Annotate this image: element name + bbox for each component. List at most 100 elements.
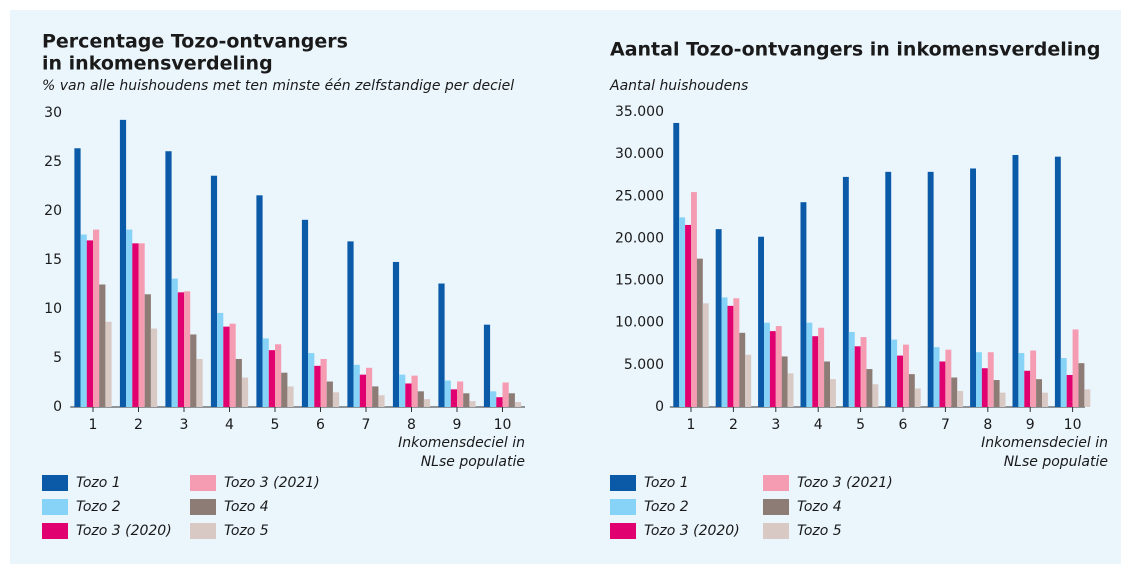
y-tick-label: 20.000 xyxy=(615,230,664,246)
bar xyxy=(347,241,354,407)
bar xyxy=(463,393,470,407)
bar xyxy=(1060,358,1067,407)
bar xyxy=(764,322,770,407)
bar xyxy=(891,339,898,407)
x-tick-label: 3 xyxy=(771,417,780,433)
bar xyxy=(927,171,934,407)
bar xyxy=(119,119,127,408)
bar xyxy=(981,368,988,407)
chart-title: in inkomensverdeling xyxy=(42,53,273,75)
legend-swatch xyxy=(42,523,68,539)
bar xyxy=(818,327,825,407)
bar xyxy=(903,344,909,407)
bar xyxy=(144,294,151,407)
x-axis-label: Inkomensdeciel in xyxy=(981,435,1108,451)
bar xyxy=(332,392,340,407)
bar xyxy=(223,326,230,407)
bar xyxy=(1012,154,1019,407)
bar xyxy=(210,175,218,407)
bar xyxy=(673,122,680,407)
bar xyxy=(860,337,867,407)
bar xyxy=(999,392,1006,407)
bar xyxy=(423,399,431,407)
y-tick-label: 30 xyxy=(44,105,62,121)
bar xyxy=(268,350,275,407)
bar xyxy=(691,192,697,407)
bar xyxy=(733,298,740,407)
bar xyxy=(275,344,282,407)
bar xyxy=(378,395,385,407)
bar xyxy=(939,361,946,407)
bar xyxy=(308,353,315,407)
bar xyxy=(1078,363,1085,407)
bar xyxy=(229,323,236,407)
y-tick-label: 20 xyxy=(44,203,62,219)
bar xyxy=(320,358,327,407)
bar xyxy=(165,151,172,407)
legend-swatch xyxy=(763,523,789,539)
y-tick-label: 0 xyxy=(655,399,664,415)
chart-title: Aantal Tozo-ontvangers in inkomensverdel… xyxy=(610,39,1100,61)
bar xyxy=(897,355,903,407)
y-tick-label: 25.000 xyxy=(615,188,664,204)
legend-label: Tozo 2 xyxy=(644,499,689,515)
x-axis-label: Inkomensdeciel in xyxy=(398,435,525,451)
bar xyxy=(287,386,294,407)
bar xyxy=(970,168,976,407)
legend-swatch xyxy=(610,523,636,539)
legend-label: Tozo 3 (2020) xyxy=(644,523,740,539)
bar xyxy=(1084,389,1091,407)
legend-label: Tozo 4 xyxy=(224,499,269,515)
bar xyxy=(405,383,412,407)
bar xyxy=(854,346,861,407)
x-tick-label: 8 xyxy=(407,417,416,433)
bar xyxy=(353,364,360,407)
legend-swatch xyxy=(42,475,68,491)
bar xyxy=(957,390,964,407)
bar xyxy=(993,380,1000,407)
x-tick-label: 9 xyxy=(1026,417,1035,433)
chart-title: Percentage Tozo-ontvangers xyxy=(42,31,348,53)
x-tick-label: 3 xyxy=(180,417,189,433)
bar xyxy=(769,331,776,407)
x-axis-label: NLse populatie xyxy=(421,454,525,470)
legend-label: Tozo 5 xyxy=(224,523,269,539)
bar xyxy=(411,375,418,407)
bar xyxy=(945,349,952,407)
bar xyxy=(417,391,424,407)
bar xyxy=(359,374,366,407)
x-tick-label: 6 xyxy=(316,417,325,433)
legend-label: Tozo 4 xyxy=(797,499,842,515)
legend-label: Tozo 3 (2020) xyxy=(76,523,172,539)
bar xyxy=(256,195,263,407)
y-tick-label: 15.000 xyxy=(615,273,664,289)
bar xyxy=(848,331,855,407)
legend-swatch xyxy=(763,475,789,491)
bar xyxy=(469,401,476,407)
y-tick-label: 35.000 xyxy=(615,104,664,120)
chart-subtitle: % van alle huishoudens met ten minste éé… xyxy=(42,78,514,94)
bar xyxy=(1066,374,1073,407)
bar xyxy=(314,365,321,407)
bar xyxy=(281,372,288,407)
x-tick-label: 4 xyxy=(814,417,823,433)
bar xyxy=(301,219,309,407)
legend-label: Tozo 1 xyxy=(644,475,689,491)
bar xyxy=(987,352,994,407)
bar xyxy=(914,388,921,407)
x-tick-label: 5 xyxy=(271,417,280,433)
bar xyxy=(715,229,722,407)
bar xyxy=(745,354,752,407)
x-tick-label: 7 xyxy=(941,417,950,433)
bar xyxy=(806,322,813,407)
legend-label: Tozo 2 xyxy=(76,499,121,515)
panel xyxy=(10,10,1121,564)
bar xyxy=(702,303,709,407)
chart-subtitle: Aantal huishoudens xyxy=(609,78,748,94)
bar xyxy=(824,361,830,407)
bar xyxy=(444,380,451,407)
bar xyxy=(1030,350,1037,407)
bar xyxy=(908,374,915,407)
bar xyxy=(758,236,764,407)
bar xyxy=(1042,392,1048,407)
